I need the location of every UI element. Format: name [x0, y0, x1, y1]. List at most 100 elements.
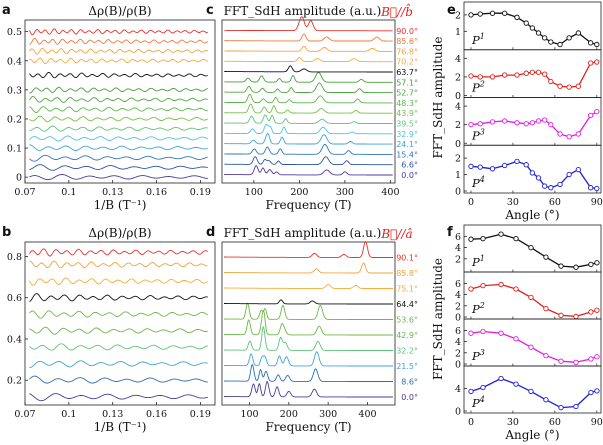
panel-e-point: [594, 109, 600, 115]
panel-e-ytick-label: 0: [455, 187, 461, 198]
panel-f-point: [588, 309, 594, 315]
panel-f-series-label: P2: [471, 301, 485, 316]
panel-c-spectrum: [224, 165, 393, 176]
panel-b-trace: [29, 277, 208, 286]
panel-e-point: [468, 163, 474, 169]
panel-e-ytick-label: 2: [455, 10, 461, 21]
panel-e-point: [575, 166, 582, 173]
panel-c-angle-label: 0.0°: [401, 171, 418, 180]
panel-f-point: [558, 404, 564, 411]
panel-a-trace: [29, 164, 208, 171]
panel-e-point: [535, 175, 542, 181]
panel-c-angle-label: 15.4°: [396, 150, 418, 159]
panel-d-spectrum: [224, 299, 393, 305]
panel-e-point: [542, 71, 548, 77]
panel-f-point: [543, 305, 549, 312]
panel-f-point: [480, 282, 486, 289]
panel-f-point: [594, 307, 600, 313]
panel-f-xtick-label: 60: [549, 417, 561, 428]
panel-d-angle-label: 0.0°: [401, 393, 418, 402]
panel-e-series-label: P3: [471, 127, 485, 142]
panel-f-point: [594, 388, 600, 394]
panel-e-ylabel: FFT_SdH amplitude: [431, 36, 445, 158]
panel-e-point: [477, 121, 483, 127]
panel-b-trace: [29, 360, 208, 369]
panel-d-angle-label: 21.5°: [396, 362, 418, 371]
panel-d-xtick-label: 200: [280, 409, 298, 420]
panel-f-point: [468, 388, 474, 395]
panel-e-point: [594, 59, 600, 65]
panel-c-angle-label: 85.6°: [396, 37, 418, 46]
panel-b-xtick-label: 0.1: [61, 409, 76, 420]
panel-e-xtick-label: 60: [549, 197, 561, 208]
panel-f-ytick-label: 4: [455, 384, 461, 395]
panel-c-angle-label: 32.9°: [396, 130, 418, 139]
panel-f-series-label: P1: [471, 254, 485, 269]
panel-a-trace: [28, 28, 208, 36]
panel-f-label: f: [447, 225, 453, 240]
panel-d-label: d: [206, 225, 215, 240]
panel-f-point: [498, 330, 504, 336]
panel-c-xlabel: Frequency (T): [265, 198, 351, 212]
panel-e-ytick-label: 2: [455, 154, 461, 165]
panel-b-trace: [29, 310, 208, 319]
panel-d-spectrum: [224, 326, 393, 351]
panel-c-angle-label: 57.1°: [396, 78, 418, 87]
panel-d-spectrum: [224, 381, 393, 398]
panel-e-ytick-label: 1: [455, 170, 461, 181]
panel-f-point: [573, 403, 579, 410]
panel-e-point: [548, 39, 554, 45]
panel-e-point: [535, 118, 542, 124]
panel-e-point: [557, 41, 563, 48]
panel-f-point: [468, 330, 474, 336]
panel-e-point: [502, 118, 508, 124]
panel-b-label: b: [2, 225, 11, 240]
panel-e-point: [468, 12, 474, 18]
panel-d-spectrum: [224, 364, 393, 382]
panel-d-spectrum: [224, 240, 393, 258]
panel-f-xtick-label: 90: [591, 417, 603, 428]
panel-f-point: [588, 389, 594, 396]
panel-f-point: [513, 235, 519, 242]
panel-f-curve: [470, 233, 598, 268]
panel-f-point: [513, 336, 519, 342]
panel-e-ytick-label: 1: [455, 27, 461, 38]
panel-f-point: [480, 328, 486, 335]
panel-e-point: [588, 40, 594, 46]
panel-e-point: [594, 185, 600, 192]
panel-f-ytick-label: 2: [455, 254, 461, 265]
panel-d-angle-label: 8.6°: [401, 378, 418, 387]
panel-b-ytick-label: 0.8: [7, 252, 22, 263]
panel-f-xtick-label: 30: [507, 417, 519, 428]
panel-e-series-label: P1: [471, 32, 485, 47]
panel-d-angle-label: 64.4°: [396, 300, 418, 309]
panel-a-xtick-label: 0.16: [146, 187, 167, 198]
panel-f-point: [528, 294, 534, 301]
panel-e-ytick-label: 4: [455, 102, 461, 113]
panel-c-xtick-label: 100: [245, 187, 263, 198]
panel-e-point: [542, 35, 548, 41]
panel-e-point: [566, 134, 572, 140]
panel-e-point: [588, 112, 594, 119]
panel-f-ytick-label: 0: [455, 360, 461, 371]
panel-b-xtick-label: 0.16: [146, 409, 167, 420]
panel-f-ytick-label: 4: [455, 243, 461, 254]
panel-a-ytick-label: 0.3: [7, 85, 22, 96]
panel-a-ytick-label: 0.5: [7, 27, 22, 38]
panel-c-angle-label: 70.2°: [396, 58, 418, 67]
panel-a-ytick-label: 0.4: [7, 56, 22, 67]
panel-e-point: [557, 131, 563, 137]
panel-c-angle-label: 43.9°: [396, 109, 418, 118]
panel-c-spectrum: [224, 143, 393, 155]
panel-e-point: [548, 185, 554, 191]
panel-e-point: [535, 30, 542, 36]
panel-a-ytick-label: 0: [16, 173, 22, 184]
panel-f-subframe: [463, 365, 602, 414]
panel-e-point: [575, 30, 582, 36]
panel-f-point: [468, 286, 474, 292]
panel-c-spectrum: [224, 132, 393, 145]
panel-f-point: [543, 397, 549, 403]
panel-e-point: [529, 120, 536, 126]
panel-d-angle-label: 75.1°: [396, 285, 418, 294]
panel-e-point: [548, 78, 554, 85]
